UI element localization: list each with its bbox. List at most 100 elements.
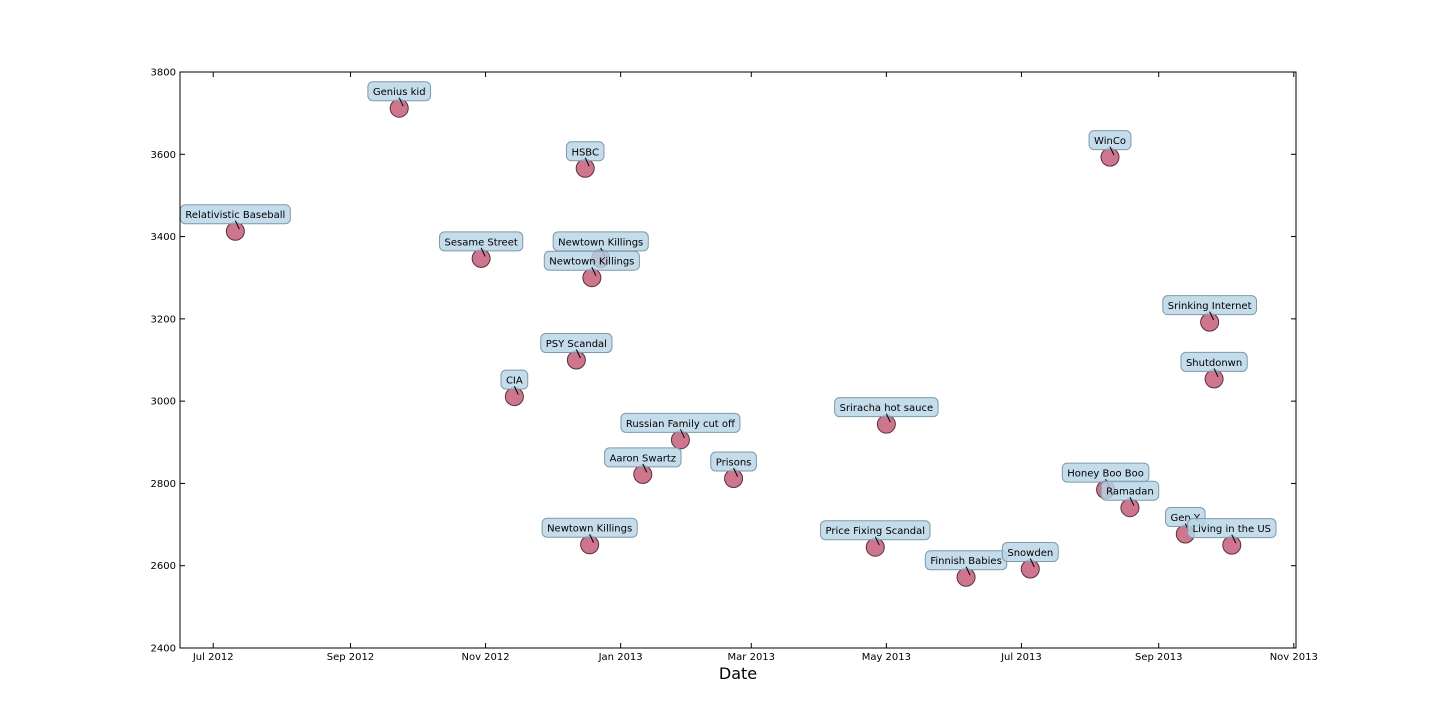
x-tick-label: Sep 2013 [1135, 652, 1182, 663]
annotation-box [604, 447, 682, 468]
annotation-box [1100, 480, 1160, 501]
annotation-box [620, 412, 741, 433]
annotation-label: Aaron Swartz [610, 453, 676, 464]
point-annotation: Relativistic Baseball [179, 204, 291, 230]
annotation-box [500, 369, 529, 390]
annotation-label: Newtown Killings [558, 237, 643, 248]
data-point [1222, 535, 1242, 555]
annotation-label: HSBC [571, 147, 599, 158]
point-annotation: Living in the US [1187, 518, 1277, 544]
annotation-box [1001, 542, 1059, 563]
annotation-arrow [885, 413, 891, 423]
annotation-arrow [1231, 534, 1237, 544]
data-point [1020, 559, 1040, 579]
point-annotation: Genius kid [367, 81, 432, 107]
point-annotation: Honey Boo Boo [1061, 462, 1150, 488]
annotation-box [367, 81, 432, 102]
annotation-arrow [589, 534, 595, 543]
annotation-label: Russian Family cut off [626, 419, 736, 430]
y-tick-label: 3400 [151, 232, 176, 243]
annotation-box [834, 397, 939, 418]
x-axis-ticks: Jul 2012 Sep 2012 Nov 2012 Jan 2013 Mar 2013… [192, 72, 1318, 663]
data-point [876, 414, 896, 434]
annotation-label: Sesame Street [444, 237, 517, 248]
x-tick-label: Jul 2013 [1000, 652, 1042, 663]
point-annotation: Ramadan [1100, 480, 1160, 506]
data-point [582, 268, 602, 288]
annotation-box [820, 520, 931, 541]
annotation-box [541, 517, 638, 538]
x-tick-label: Jul 2012 [192, 652, 234, 663]
annotation-arrow [1129, 496, 1135, 506]
annotation-label: Newtown Killings [549, 257, 634, 268]
y-axis-ticks: 2400 2600 2800 3000 3200 3400 3600 3800 [151, 68, 1296, 655]
annotation-arrow [733, 467, 739, 477]
marks-layer: Relativistic Baseball Genius kid Sesame St… [179, 81, 1277, 587]
annotation-arrow [642, 463, 648, 473]
annotation-arrow [1109, 146, 1115, 156]
point-annotation: Aaron Swartz [604, 447, 682, 473]
annotation-label: Price Fixing Scandal [826, 526, 926, 537]
x-tick-label: Nov 2013 [1270, 652, 1318, 663]
plot-frame [179, 71, 1297, 649]
point-annotation: Sesame Street [438, 231, 524, 257]
annotation-label: Gen Y [1171, 513, 1201, 524]
annotation-label: Sriracha hot sauce [840, 403, 934, 414]
annotation-box [710, 451, 757, 472]
data-point [1120, 498, 1140, 518]
data-point [471, 248, 491, 268]
data-point [504, 387, 524, 407]
annotation-label: Genius kid [373, 87, 426, 98]
y-tick-label: 3800 [151, 68, 176, 79]
y-tick-label: 3600 [151, 150, 176, 161]
x-axis-label: Date [719, 664, 757, 683]
annotation-arrow [965, 566, 971, 576]
annotation-arrow [575, 349, 581, 359]
annotation-arrow [1209, 311, 1215, 321]
annotation-label: Shutdonwn [1186, 358, 1242, 369]
point-annotation: PSY Scandal [540, 333, 613, 359]
data-point [1100, 147, 1120, 167]
data-point [566, 350, 586, 370]
annotation-arrow [480, 247, 486, 257]
y-tick-label: 2400 [151, 644, 176, 655]
y-tick-label: 2600 [151, 561, 176, 572]
point-annotation: Srinking Internet [1162, 295, 1258, 321]
data-point [1204, 369, 1224, 389]
point-annotation: Prisons [710, 451, 757, 477]
annotation-label: Ramadan [1106, 487, 1154, 498]
point-annotation: Price Fixing Scandal [820, 520, 931, 546]
x-tick-label: May 2013 [862, 652, 911, 663]
x-tick-label: Sep 2012 [327, 652, 374, 663]
annotation-arrow [1213, 368, 1219, 378]
data-point [389, 98, 409, 118]
annotation-label: Living in the US [1193, 524, 1271, 535]
point-annotation: Newtown Killings [543, 250, 640, 276]
annotation-box [1162, 295, 1258, 316]
annotation-box [543, 250, 640, 271]
annotation-label: PSY Scandal [546, 339, 607, 350]
point-annotation: WinCo [1088, 130, 1132, 156]
annotation-label: Newtown Killings [547, 524, 632, 535]
point-annotation: CIA [500, 369, 529, 395]
data-point [956, 567, 976, 587]
data-point [575, 158, 595, 178]
point-annotation: Russian Family cut off [620, 412, 741, 439]
annotation-box [1180, 351, 1248, 372]
data-point [724, 468, 744, 488]
data-point [580, 535, 600, 555]
annotation-label: Honey Boo Boo [1067, 469, 1144, 480]
y-tick-label: 3000 [151, 397, 176, 408]
annotation-arrow [1029, 558, 1035, 568]
annotation-box [540, 333, 613, 353]
x-tick-label: Nov 2012 [461, 652, 509, 663]
y-tick-label: 3200 [151, 314, 176, 325]
annotation-box [438, 231, 524, 252]
annotation-arrow [679, 429, 685, 439]
data-point [1200, 312, 1220, 332]
point-annotation: Finnish Babies [924, 550, 1008, 576]
point-annotation: Snowden [1001, 542, 1059, 568]
annotation-arrow [874, 536, 880, 546]
